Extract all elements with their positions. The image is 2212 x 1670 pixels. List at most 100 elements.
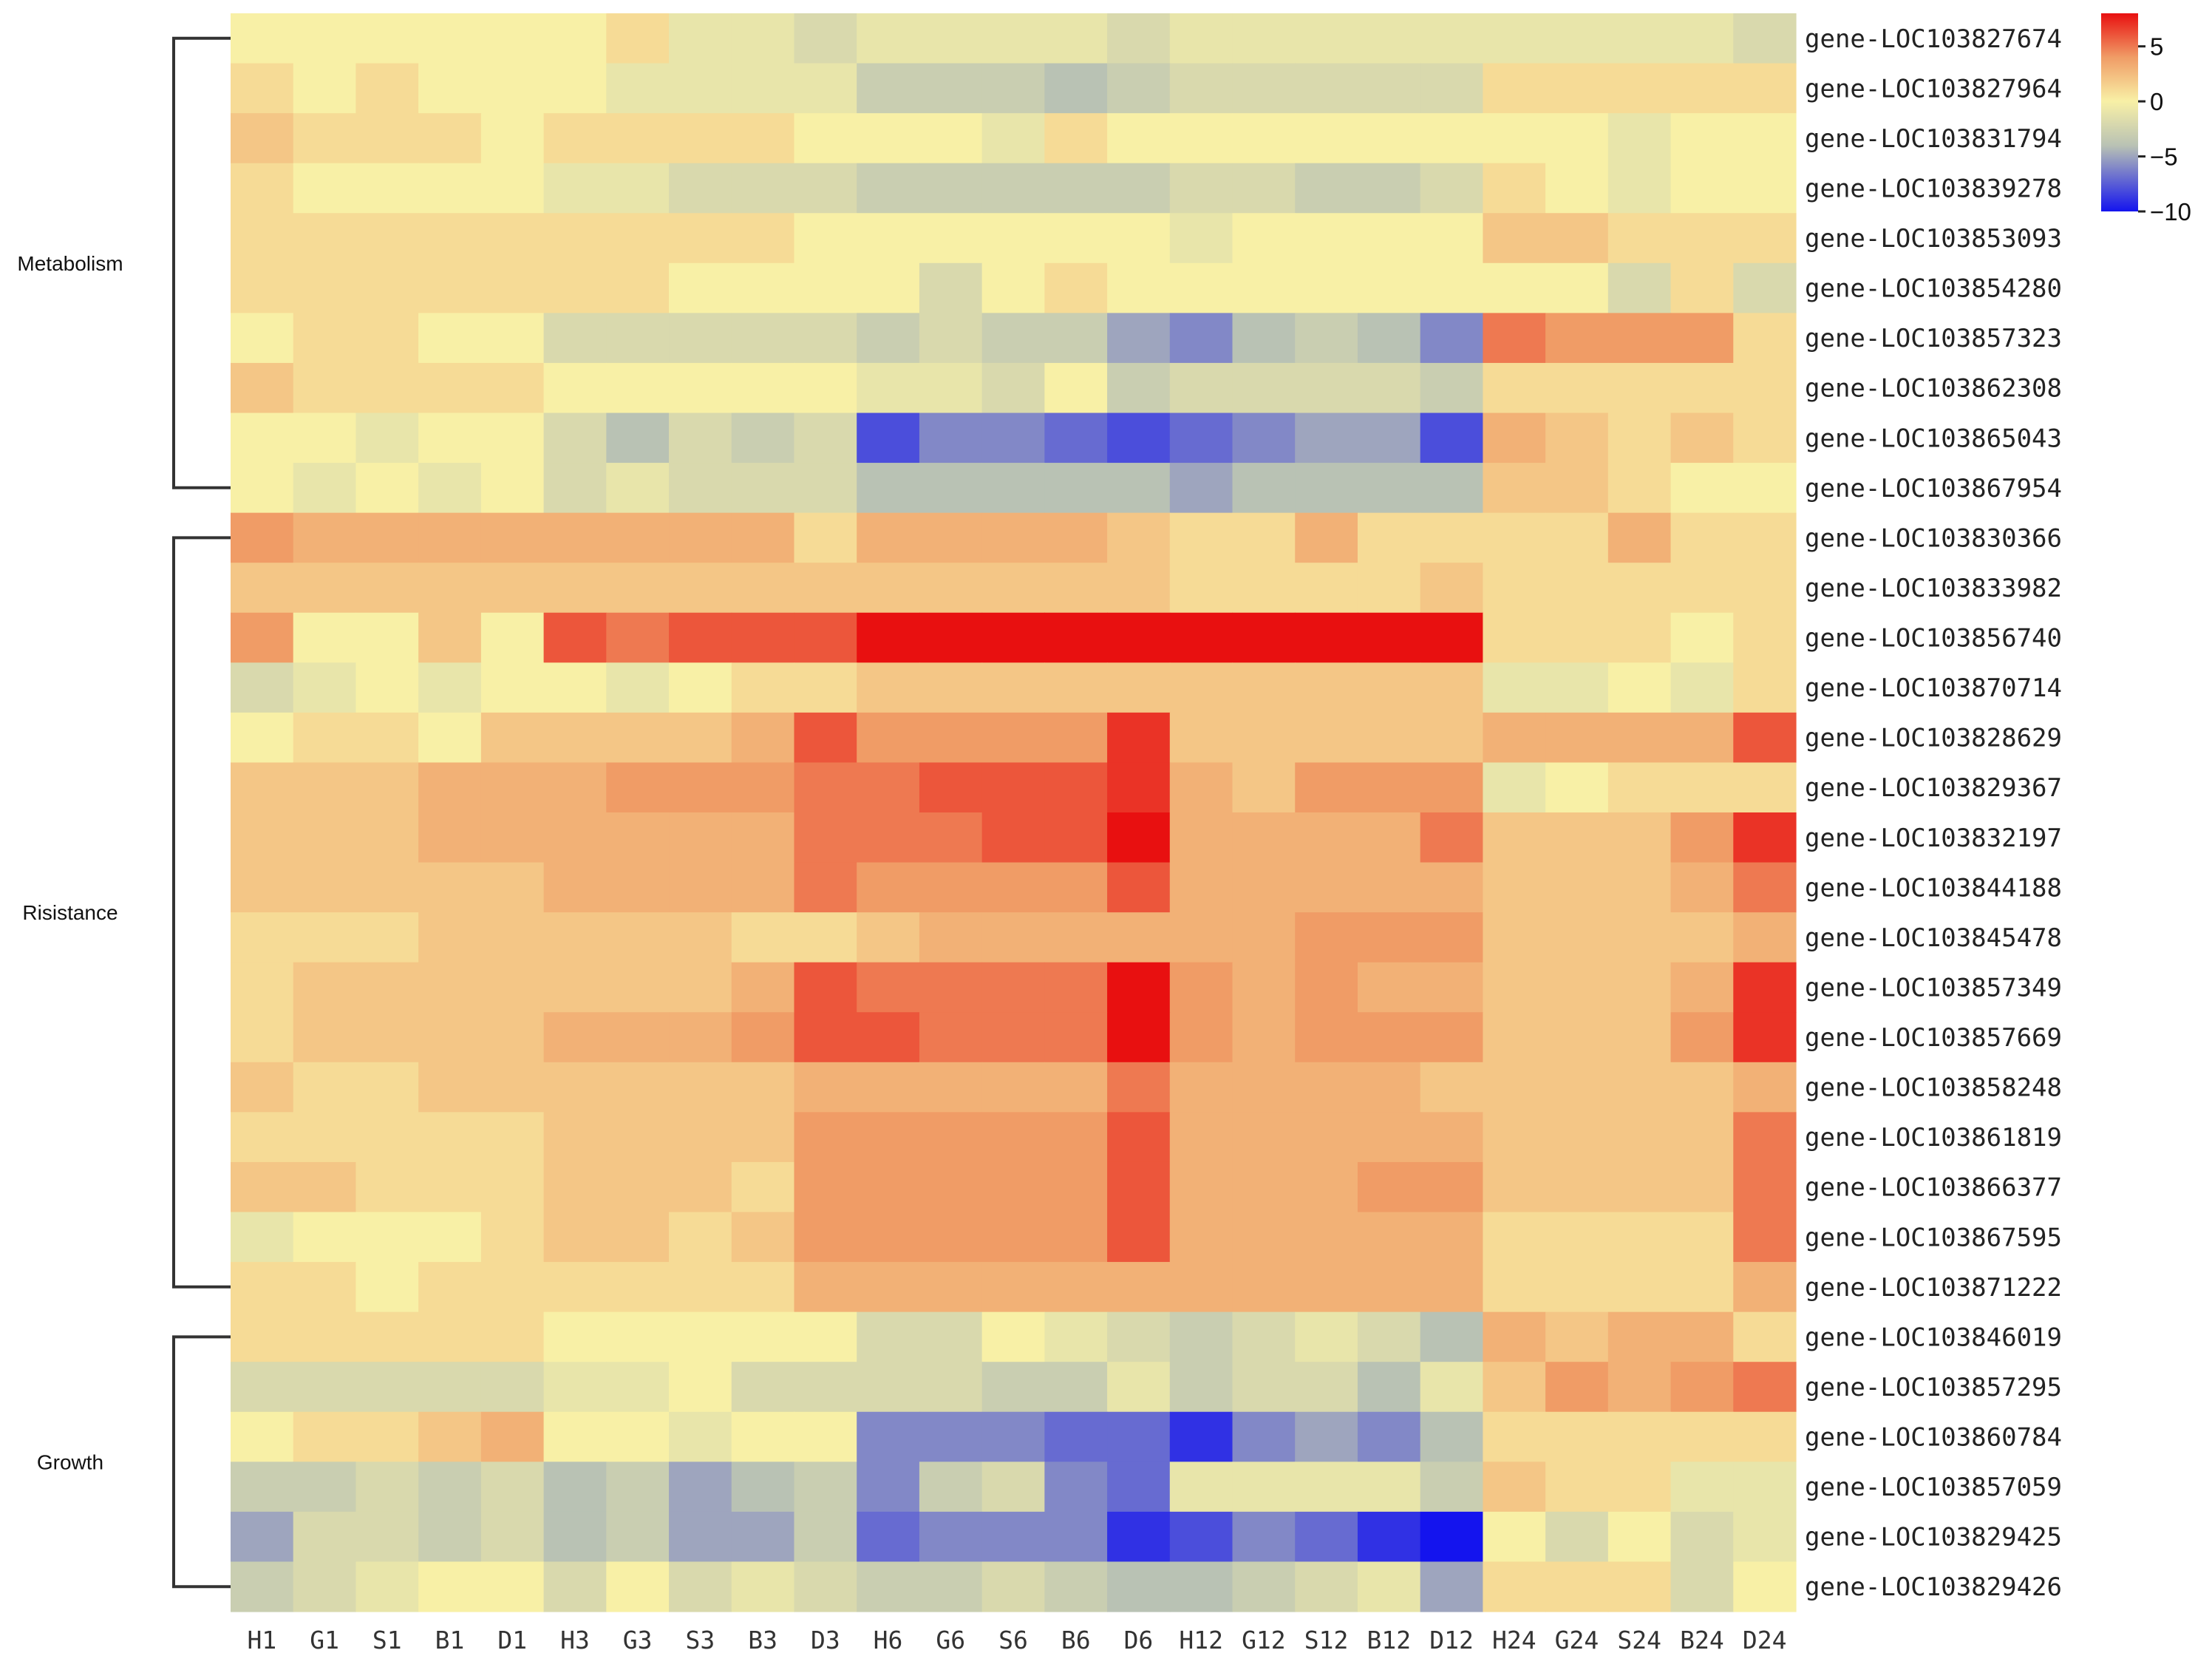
- row-label: gene-LOC103866377: [1805, 1173, 2062, 1203]
- heatmap-cell: [919, 712, 983, 764]
- heatmap-cell: [1733, 1411, 1797, 1462]
- heatmap-cell: [293, 163, 357, 214]
- heatmap-cell: [1420, 313, 1483, 364]
- heatmap-cell: [1670, 113, 1734, 164]
- heatmap-cell: [1607, 362, 1672, 414]
- heatmap-cell: [794, 113, 857, 164]
- colorbar-tick-label: 5: [2150, 33, 2163, 61]
- heatmap-cell: [480, 512, 545, 563]
- heatmap-cell: [1483, 962, 1546, 1013]
- heatmap-cell: [418, 612, 482, 663]
- heatmap-cell: [1420, 662, 1483, 713]
- heatmap-cell: [1232, 262, 1296, 313]
- row-label: gene-LOC103857349: [1805, 973, 2062, 1002]
- heatmap-cell: [981, 962, 1045, 1013]
- heatmap-cell: [731, 512, 795, 563]
- heatmap-cell: [606, 213, 670, 264]
- heatmap-cell: [1733, 213, 1797, 264]
- heatmap-cell: [1044, 1362, 1108, 1413]
- heatmap-cell: [1670, 1262, 1734, 1313]
- heatmap-cell: [418, 712, 482, 764]
- heatmap-cell: [1607, 1212, 1672, 1263]
- heatmap-cell: [418, 1411, 482, 1462]
- heatmap-cell: [1670, 812, 1734, 863]
- heatmap-cell: [606, 1012, 670, 1063]
- heatmap-cell: [669, 1462, 732, 1513]
- heatmap-cell: [1107, 463, 1171, 514]
- heatmap-cell: [1107, 1212, 1171, 1263]
- heatmap-cell: [543, 13, 607, 64]
- heatmap-cell: [1733, 113, 1797, 164]
- heatmap-cell: [293, 1311, 357, 1362]
- heatmap-cell: [1733, 762, 1797, 813]
- heatmap-cell: [1670, 962, 1734, 1013]
- heatmap-cell: [355, 912, 419, 963]
- heatmap-cell: [1420, 163, 1483, 214]
- heatmap-cell: [355, 1462, 419, 1513]
- row-label: gene-LOC103827964: [1805, 74, 2062, 103]
- row-label: gene-LOC103844188: [1805, 873, 2062, 903]
- heatmap-cell: [1295, 912, 1358, 963]
- heatmap-cell: [794, 1311, 857, 1362]
- heatmap-cell: [1545, 862, 1609, 913]
- heatmap-cell: [231, 163, 294, 214]
- heatmap-cell: [857, 1311, 920, 1362]
- heatmap-cell: [355, 962, 419, 1013]
- heatmap-cell: [1107, 313, 1171, 364]
- heatmap-cell: [1670, 1311, 1734, 1362]
- heatmap-cell: [606, 1161, 670, 1213]
- heatmap-cell: [1357, 1161, 1421, 1213]
- heatmap-cell: [1420, 962, 1483, 1013]
- heatmap-cell: [669, 163, 732, 214]
- heatmap-cell: [293, 1212, 357, 1263]
- heatmap-cell: [418, 413, 482, 464]
- heatmap-cell: [794, 1561, 857, 1612]
- heatmap-cell: [543, 1212, 607, 1263]
- heatmap-cell: [480, 1511, 545, 1563]
- heatmap-cell: [1232, 1262, 1296, 1313]
- heatmap-cell: [543, 1462, 607, 1513]
- row-group-brackets: [172, 36, 231, 1589]
- heatmap-cell: [857, 1212, 920, 1263]
- heatmap-cell: [1733, 1062, 1797, 1113]
- heatmap-cell: [1107, 762, 1171, 813]
- heatmap-cell: [231, 1212, 294, 1263]
- heatmap-cell: [731, 1262, 795, 1313]
- heatmap-cell: [1107, 113, 1171, 164]
- heatmap-cell: [1733, 912, 1797, 963]
- heatmap-cell: [606, 1511, 670, 1563]
- heatmap-cell: [543, 313, 607, 364]
- heatmap-cell: [480, 1561, 545, 1612]
- heatmap-cell: [1295, 163, 1358, 214]
- heatmap-cell: [1607, 512, 1672, 563]
- heatmap-cell: [606, 1212, 670, 1263]
- heatmap-cell: [543, 1411, 607, 1462]
- heatmap-cell: [1357, 762, 1421, 813]
- heatmap-cell: [1295, 1262, 1358, 1313]
- column-label: B12: [1367, 1626, 1412, 1654]
- heatmap-cell: [1107, 1062, 1171, 1113]
- heatmap-cell: [669, 1362, 732, 1413]
- heatmap-cell: [1169, 1511, 1233, 1563]
- heatmap-cell: [355, 262, 419, 313]
- row-label: gene-LOC103829425: [1805, 1523, 2062, 1552]
- heatmap-cell: [669, 1161, 732, 1213]
- heatmap-cell: [480, 1012, 545, 1063]
- heatmap-cell: [1483, 1212, 1546, 1263]
- heatmap-cell: [606, 712, 670, 764]
- heatmap-cell: [1169, 1362, 1233, 1413]
- heatmap-cell: [418, 1112, 482, 1163]
- heatmap-cell: [1545, 213, 1609, 264]
- heatmap-cell: [1232, 1161, 1296, 1213]
- heatmap-cell: [794, 862, 857, 913]
- heatmap-cell: [794, 313, 857, 364]
- heatmap-cell: [731, 1161, 795, 1213]
- heatmap-cell: [231, 612, 294, 663]
- heatmap-cell: [1232, 662, 1296, 713]
- heatmap-cell: [355, 1511, 419, 1563]
- heatmap-cell: [1670, 762, 1734, 813]
- heatmap-cell: [1357, 1112, 1421, 1163]
- heatmap-cell: [480, 63, 545, 114]
- heatmap-cell: [1420, 1212, 1483, 1263]
- heatmap-cell: [919, 662, 983, 713]
